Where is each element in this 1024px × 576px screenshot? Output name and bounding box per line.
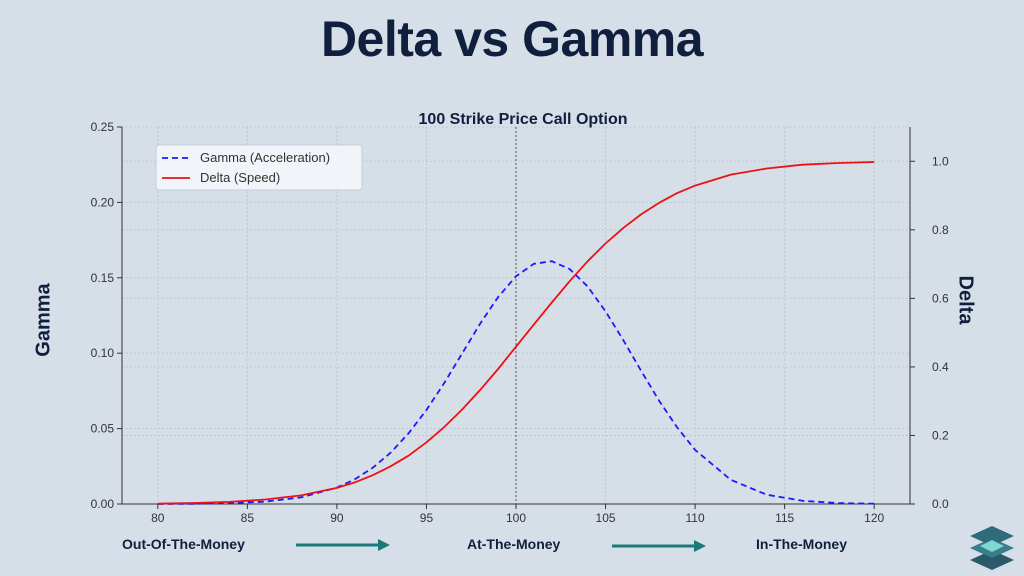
series	[157, 127, 875, 505]
legend: Gamma (Acceleration) Delta (Speed)	[155, 144, 363, 191]
y-tick-label: 0.15	[91, 271, 115, 285]
stacked-layers-logo-icon	[970, 526, 1014, 570]
y-tick-label: 0.20	[91, 195, 115, 209]
in-the-money-label: In-The-Money	[756, 536, 847, 552]
y-tick-label: 0.00	[91, 497, 115, 511]
x-tick-label: 105	[596, 511, 616, 525]
y2-tick-label: 1.0	[932, 154, 949, 168]
x-tick-label: 90	[330, 511, 344, 525]
legend-delta-label: Delta (Speed)	[200, 170, 280, 185]
y2-tick-label: 0.2	[932, 428, 949, 442]
page-title: Delta vs Gamma	[320, 11, 704, 67]
right-arrow-icon	[612, 540, 706, 552]
legend-box	[155, 144, 363, 191]
x-tick-label: 120	[864, 511, 884, 525]
y2-tick-label: 0.8	[932, 223, 949, 237]
y2-tick-label: 0.0	[932, 497, 949, 511]
y-tick-label: 0.25	[91, 120, 115, 134]
x-tick-label: 80	[151, 511, 165, 525]
delta-series-line	[157, 161, 875, 505]
y2-tick-label: 0.6	[932, 291, 949, 305]
x-tick-label: 100	[506, 511, 526, 525]
x-tick-label: 115	[775, 511, 794, 525]
x-tick-label: 95	[420, 511, 434, 525]
legend-gamma-label: Gamma (Acceleration)	[200, 150, 330, 165]
x-tick-label: 110	[686, 511, 705, 525]
y-tick-label: 0.05	[91, 422, 115, 436]
y-tick-label: 0.10	[91, 346, 115, 360]
at-the-money-label: At-The-Money	[467, 536, 561, 552]
right-arrow-icon	[296, 539, 390, 551]
chart-title: 100 Strike Price Call Option	[419, 111, 628, 128]
gamma-axis-label: Gamma	[32, 283, 55, 357]
out-of-the-money-label: Out-Of-The-Money	[122, 536, 245, 552]
x-tick-label: 85	[241, 511, 255, 525]
delta-axis-label: Delta	[954, 275, 977, 325]
y2-tick-label: 0.4	[932, 360, 949, 374]
